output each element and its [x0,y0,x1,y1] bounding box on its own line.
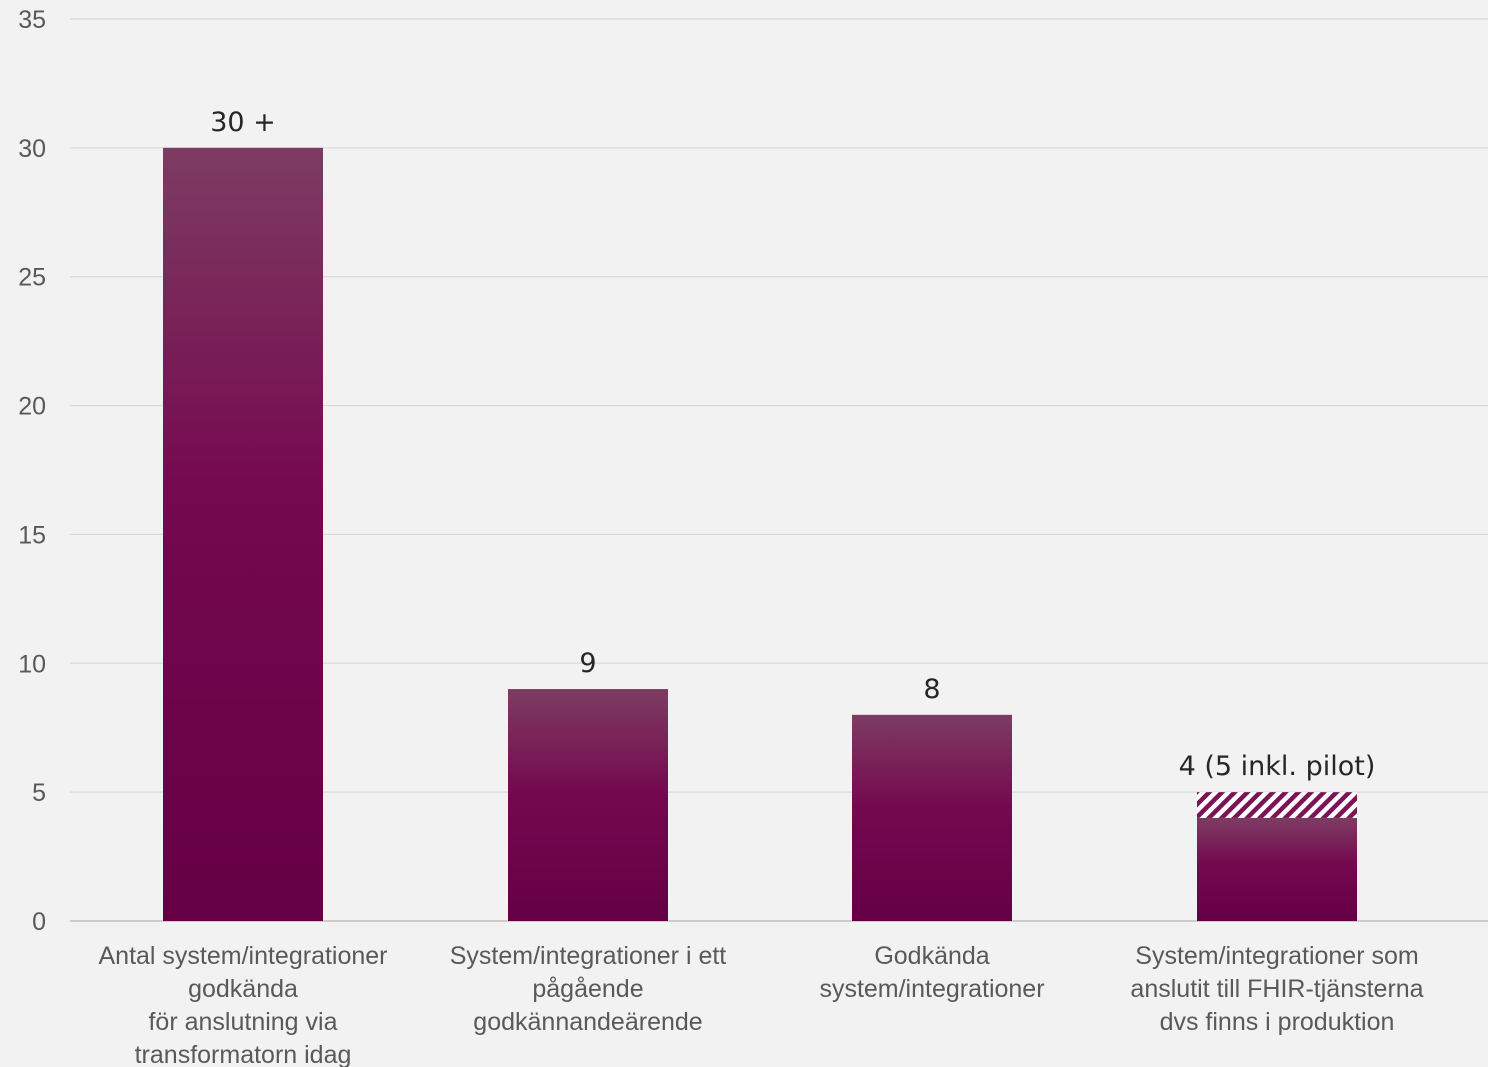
bar-hatched-extension [1197,792,1357,818]
data-labels: 30 + 9 8 4 (5 inkl. pilot) [210,107,1375,782]
bars [163,147,1357,921]
y-tick-label: 5 [32,779,46,807]
y-axis-tick-labels: 0 5 10 15 20 25 30 35 [18,6,46,936]
category-label: transformatorn idag [135,1041,352,1067]
y-tick-label: 20 [18,393,46,421]
bar [1197,817,1357,921]
y-tick-label: 30 [18,135,46,163]
category-label: godkännandeärende [473,1008,702,1036]
bar [852,714,1012,921]
category-labels: Antal system/integrationer godkända för an… [98,942,1423,1067]
category-label: System/integrationer som [1135,942,1418,970]
y-tick-label: 10 [18,650,46,678]
y-tick-label: 0 [32,908,46,936]
data-label: 30 + [210,107,276,138]
category-label: System/integrationer i ett [450,942,727,970]
category-label: godkända [188,975,298,1003]
category-label: Godkända [874,942,989,970]
y-tick-label: 15 [18,521,46,549]
category-label: dvs finns i produktion [1160,1008,1395,1036]
category-label: för anslutning via [148,1008,337,1036]
bar [163,147,323,921]
y-tick-label: 35 [18,6,46,34]
y-tick-label: 25 [18,264,46,292]
category-label: Antal system/integrationer [98,942,387,970]
category-label: anslutit till FHIR-tjänsterna [1130,975,1423,1003]
category-label: pågående [532,975,643,1003]
data-label: 9 [579,648,596,679]
bar [508,689,668,921]
data-label: 8 [923,674,940,705]
data-label: 4 (5 inkl. pilot) [1179,751,1376,782]
category-label: system/integrationer [819,975,1044,1003]
